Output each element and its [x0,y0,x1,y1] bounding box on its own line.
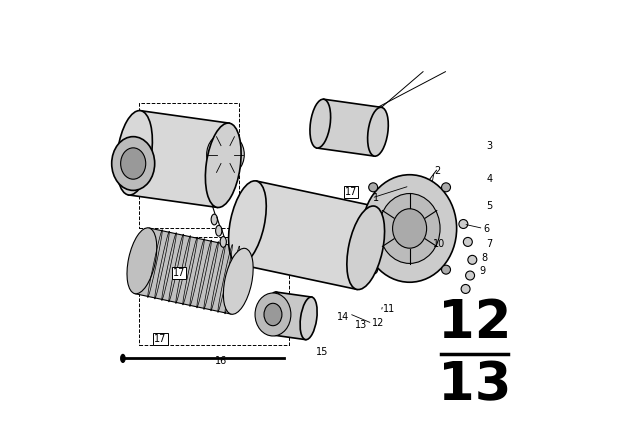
Ellipse shape [300,297,317,340]
Ellipse shape [379,194,440,263]
Ellipse shape [310,99,331,148]
Text: 5: 5 [486,201,493,211]
Ellipse shape [264,303,282,326]
Ellipse shape [121,148,146,179]
Ellipse shape [392,209,427,248]
Text: 9: 9 [479,266,485,276]
Text: 8: 8 [481,253,488,263]
Polygon shape [135,228,245,314]
Ellipse shape [461,284,470,293]
Ellipse shape [468,255,477,264]
Text: 17: 17 [154,334,166,344]
Ellipse shape [127,228,157,294]
Ellipse shape [459,220,468,228]
Ellipse shape [442,265,451,274]
Text: 11: 11 [383,304,395,314]
Polygon shape [129,111,229,207]
Ellipse shape [255,293,291,336]
Text: 3: 3 [486,142,493,151]
Ellipse shape [264,292,282,335]
Text: 10: 10 [433,239,445,249]
Ellipse shape [442,183,451,192]
Ellipse shape [207,133,244,176]
Ellipse shape [205,123,241,207]
Ellipse shape [369,183,378,192]
Text: 16: 16 [215,356,227,366]
Text: 13: 13 [355,320,367,330]
Ellipse shape [120,354,125,362]
Ellipse shape [216,225,222,236]
Text: 17: 17 [345,187,357,197]
Text: 15: 15 [316,347,328,357]
Ellipse shape [116,111,152,195]
Text: 12: 12 [372,319,385,328]
Ellipse shape [362,175,457,282]
Ellipse shape [347,206,385,289]
Ellipse shape [367,107,388,156]
Polygon shape [239,181,374,289]
Text: 13: 13 [438,359,511,411]
Text: 17: 17 [173,268,186,278]
Text: 2: 2 [435,166,440,176]
Polygon shape [317,99,381,156]
Text: 6: 6 [484,224,490,234]
Ellipse shape [211,214,218,225]
Ellipse shape [220,237,227,247]
Polygon shape [270,292,312,340]
Text: 7: 7 [486,239,492,249]
Text: 14: 14 [337,312,349,322]
Text: 12: 12 [438,297,511,349]
Ellipse shape [228,181,266,264]
Ellipse shape [223,248,253,314]
Text: 1: 1 [373,193,379,203]
Ellipse shape [369,265,378,274]
Ellipse shape [465,271,475,280]
Ellipse shape [463,237,472,246]
Ellipse shape [112,137,155,190]
Text: 4: 4 [486,174,493,184]
